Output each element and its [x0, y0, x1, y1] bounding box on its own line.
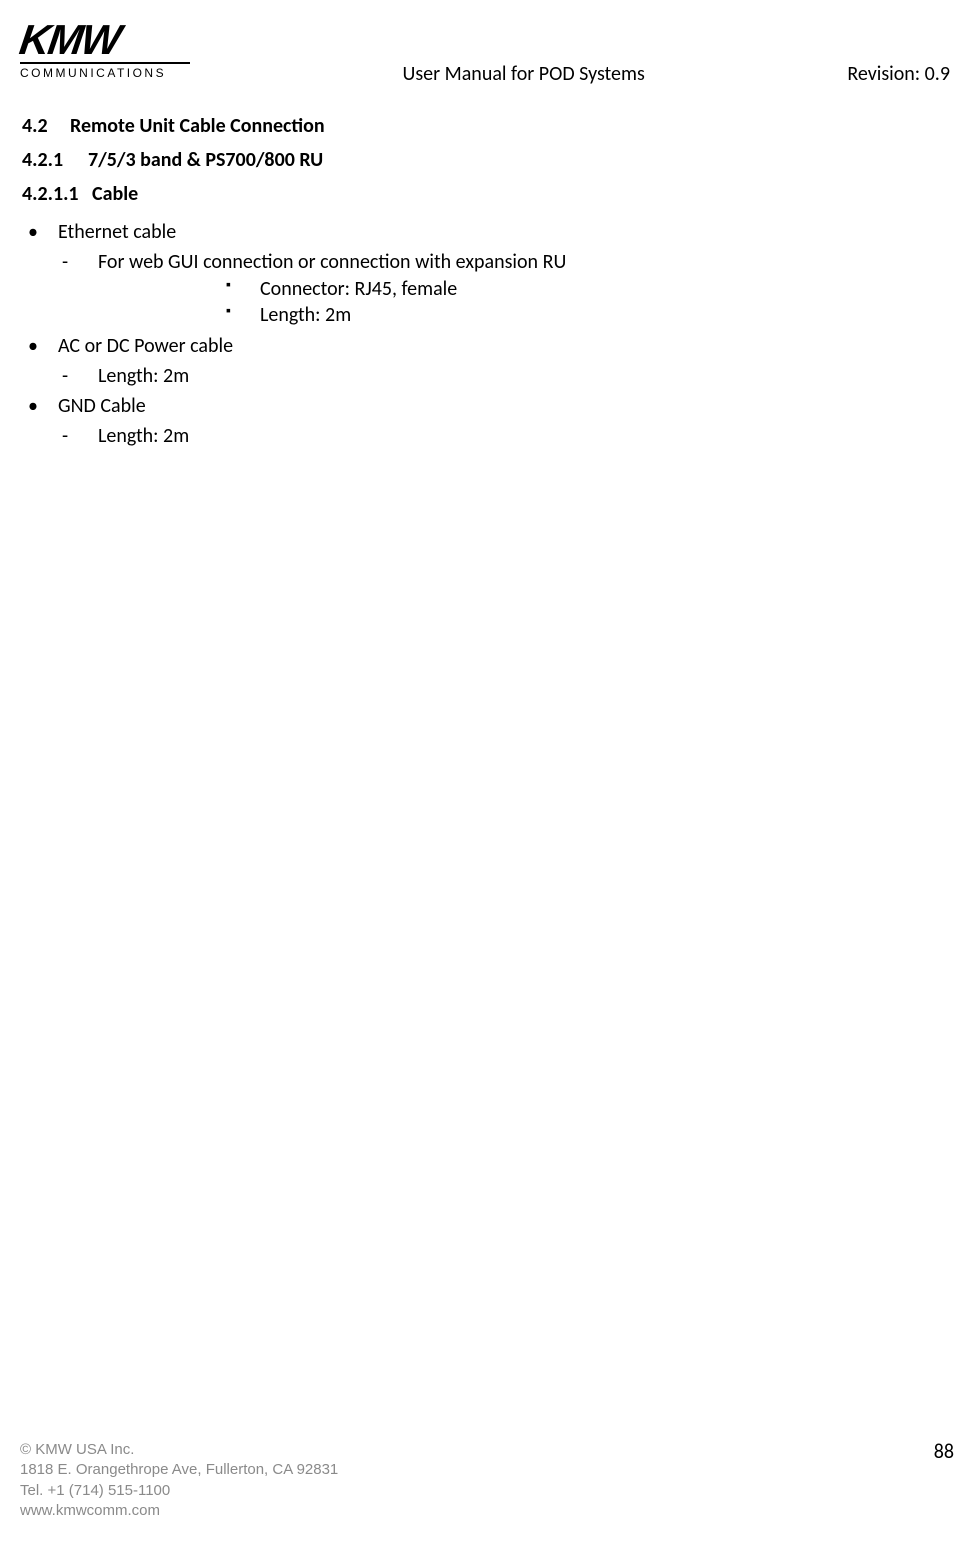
footer-tel: Tel. +1 (714) 515-1100 — [20, 1481, 338, 1501]
heading-text: Remote Unit Cable Connection — [70, 114, 325, 138]
bullet-list-level-2: For web GUI connection or connection wit… — [58, 250, 954, 328]
page-footer: © KMW USA Inc. 1818 E. Orangethrope Ave,… — [20, 1440, 954, 1521]
logo: KMW COMMUNICATIONS — [20, 20, 200, 80]
list-item: Ethernet cable For web GUI connection or… — [22, 220, 954, 328]
footer-contact: © KMW USA Inc. 1818 E. Orangethrope Ave,… — [20, 1440, 338, 1521]
list-item-text: AC or DC Power cable — [58, 334, 233, 358]
list-item: For web GUI connection or connection wit… — [58, 250, 954, 328]
revision-label: Revision: 0.9 — [847, 20, 954, 86]
heading-text: Cable — [92, 182, 138, 206]
document-title: User Manual for POD Systems — [403, 20, 645, 86]
logo-main-text: KMW — [17, 22, 202, 58]
list-item: Length: 2m — [58, 364, 954, 388]
list-item-text: Length: 2m — [98, 364, 189, 388]
list-item-text: For web GUI connection or connection wit… — [98, 250, 566, 274]
heading-number: 4.2.1.1 — [22, 182, 92, 206]
list-item: Length: 2m — [98, 302, 954, 328]
list-item: Connector: RJ45, female — [98, 276, 954, 302]
page-number: 88 — [934, 1440, 954, 1464]
page-header: KMW COMMUNICATIONS User Manual for POD S… — [20, 20, 954, 86]
logo-sub-text: COMMUNICATIONS — [20, 62, 190, 80]
bullet-list-level-2: Length: 2m — [58, 364, 954, 388]
content-area: 4.2Remote Unit Cable Connection 4.2.17/5… — [20, 114, 954, 448]
bullet-list-level-1: Ethernet cable For web GUI connection or… — [22, 220, 954, 448]
list-item-text: Length: 2m — [98, 424, 189, 448]
list-item-text: GND Cable — [58, 394, 146, 418]
list-item-text: Ethernet cable — [58, 220, 176, 244]
heading-4-2-1-1: 4.2.1.1Cable — [22, 182, 954, 206]
bullet-list-level-2: Length: 2m — [58, 424, 954, 448]
bullet-list-level-3: Connector: RJ45, female Length: 2m — [98, 276, 954, 328]
list-item-text: Length: 2m — [260, 303, 351, 327]
document-page: KMW COMMUNICATIONS User Manual for POD S… — [0, 0, 974, 1541]
heading-text: 7/5/3 band & PS700/800 RU — [88, 148, 323, 172]
list-item-text: Connector: RJ45, female — [260, 277, 457, 301]
footer-web: www.kmwcomm.com — [20, 1501, 338, 1521]
footer-address: 1818 E. Orangethrope Ave, Fullerton, CA … — [20, 1460, 338, 1480]
heading-number: 4.2.1 — [22, 148, 88, 172]
heading-4-2: 4.2Remote Unit Cable Connection — [22, 114, 954, 138]
footer-copyright: © KMW USA Inc. — [20, 1440, 338, 1460]
list-item: Length: 2m — [58, 424, 954, 448]
heading-4-2-1: 4.2.17/5/3 band & PS700/800 RU — [22, 148, 954, 172]
list-item: GND Cable Length: 2m — [22, 394, 954, 448]
list-item: AC or DC Power cable Length: 2m — [22, 334, 954, 388]
heading-number: 4.2 — [22, 114, 70, 138]
